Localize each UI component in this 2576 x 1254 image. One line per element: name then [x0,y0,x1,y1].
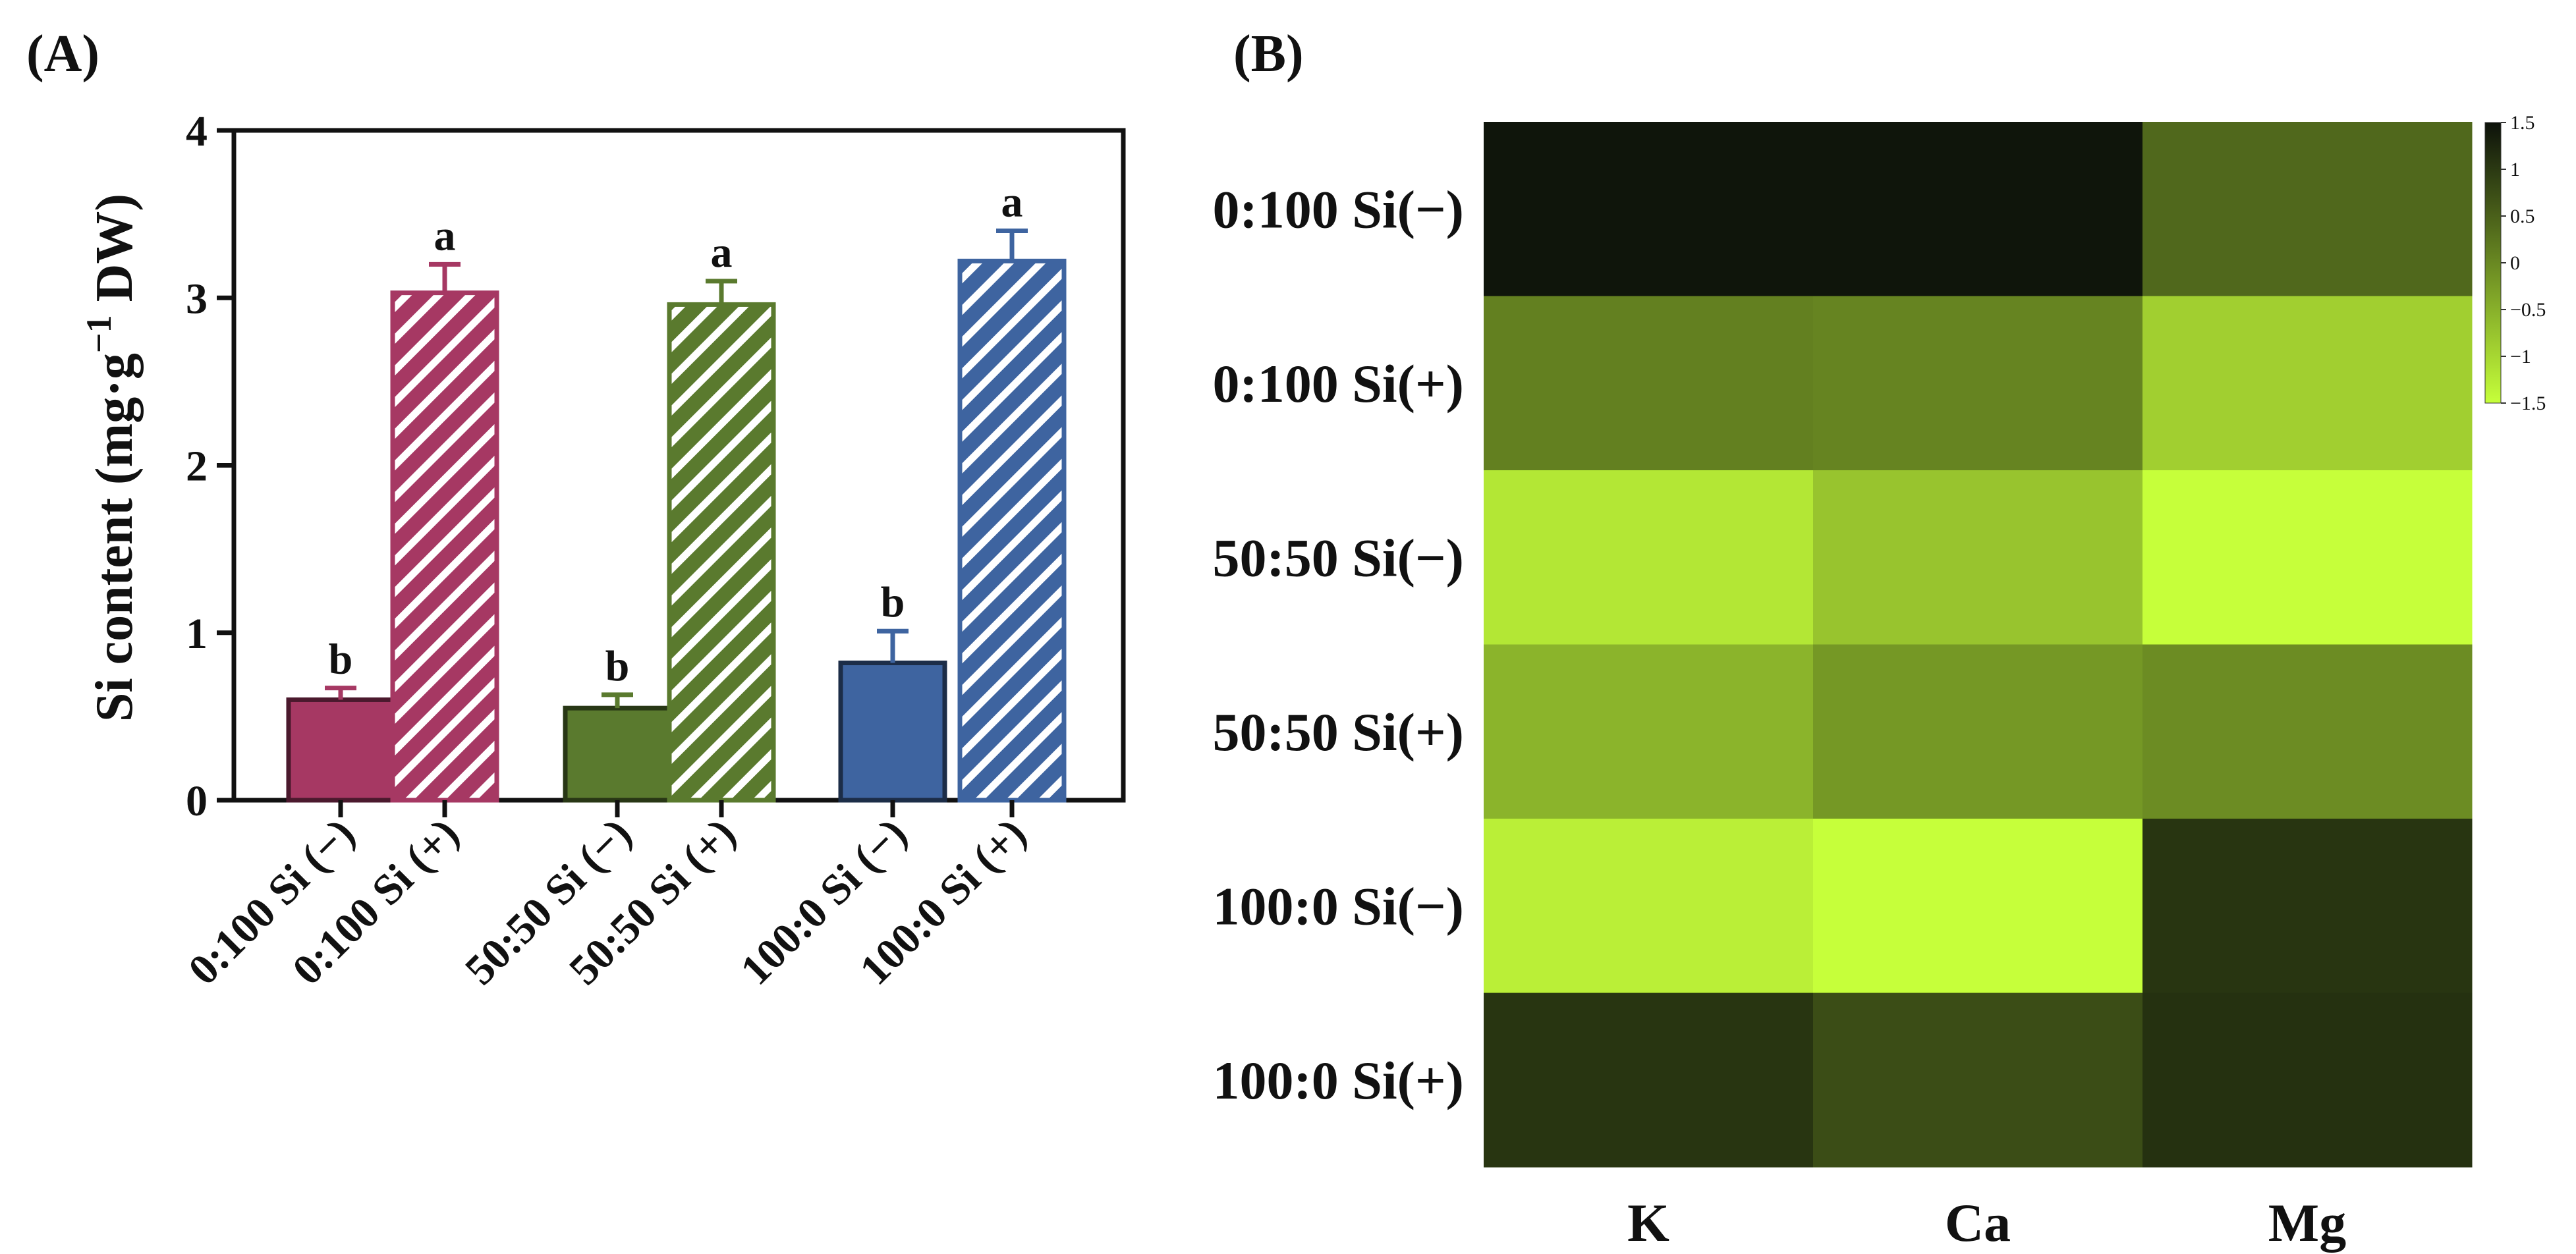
heatmap-cell [2142,644,2473,819]
heatmap-column-label: K [1627,1193,1669,1253]
y-tick-label: 3 [186,275,208,323]
bar-5 [838,661,947,803]
significance-label: a [1001,178,1023,227]
heatmap-cell [1813,296,2143,471]
heatmap-cell [2142,993,2473,1168]
y-tick-label: 0 [186,777,208,825]
y-axis-label-sup: −1 [79,315,119,353]
y-tick-label: 1 [186,610,208,658]
heatmap-cell [1813,993,2143,1168]
heatmap-row-label: 0:100 Si(+) [1212,354,1464,414]
heatmap-row-label: 50:50 Si(+) [1212,702,1464,762]
heatmap-cell [1813,644,2143,819]
heatmap: 0:100 Si(−) 0:100 Si(+) 50:50 Si(−) 50:50 S… [1212,122,2473,1253]
panel-a-label: (A) [26,25,99,83]
significance-label: b [329,636,353,684]
heatmap-row-label: 100:0 Si(−) [1212,876,1464,936]
y-axis-label-main: Si content (mg·g [86,353,144,722]
heatmap-row-label: 0:100 Si(−) [1212,179,1464,239]
colorbar-tick-label: −1.5 [2510,393,2546,414]
heatmap-cell [1813,122,2143,296]
heatmap-cell [1484,819,1814,993]
significance-label: b [881,578,905,626]
heatmap-row-label: 100:0 Si(+) [1212,1050,1464,1110]
colorbar-tick-label: 0 [2510,252,2520,274]
y-axis-label-tail: DW) [86,194,144,315]
colorbar-tick-label: 0.5 [2510,205,2535,227]
bar-2 [390,290,499,803]
colorbar-tick-label: 1.5 [2510,112,2535,134]
colorbar-tick-label: −1 [2510,346,2531,368]
y-tick-label: 4 [186,107,208,155]
heatmap-column-label: Ca [1945,1193,2011,1253]
bar-3 [563,705,672,803]
heatmap-cell [2142,296,2473,471]
heatmap-cell [2142,470,2473,645]
bar-1 [286,697,395,803]
heatmap-cell [1484,296,1814,471]
colorbar-tick-label: 1 [2510,159,2520,180]
heatmap-cell [1484,644,1814,819]
y-axis-label: Si content (mg·g−1 DW) [79,194,144,722]
significance-label: a [711,229,733,277]
heatmap-cell [1813,470,2143,645]
colorbar-tick-label: −0.5 [2510,299,2546,321]
heatmap-cell [1484,122,1814,296]
heatmap-cell [2142,122,2473,296]
bar-6 [957,258,1067,803]
colorbar-bar [2484,122,2502,404]
colorbar: 1.5 1 0.5 0 −0.5 −1 −1.5 [2484,112,2546,414]
heatmap-column-label: Mg [2268,1193,2346,1253]
bar-4 [667,302,776,803]
heatmap-cell [2142,819,2473,993]
heatmap-cell [1484,470,1814,645]
heatmap-cell [1484,993,1814,1168]
significance-label: a [434,211,456,259]
panel-b-label: (B) [1233,25,1304,83]
heatmap-cell [1813,819,2143,993]
significance-label: b [605,642,630,690]
heatmap-row-label: 50:50 Si(−) [1212,528,1464,587]
y-tick-label: 2 [186,443,208,491]
